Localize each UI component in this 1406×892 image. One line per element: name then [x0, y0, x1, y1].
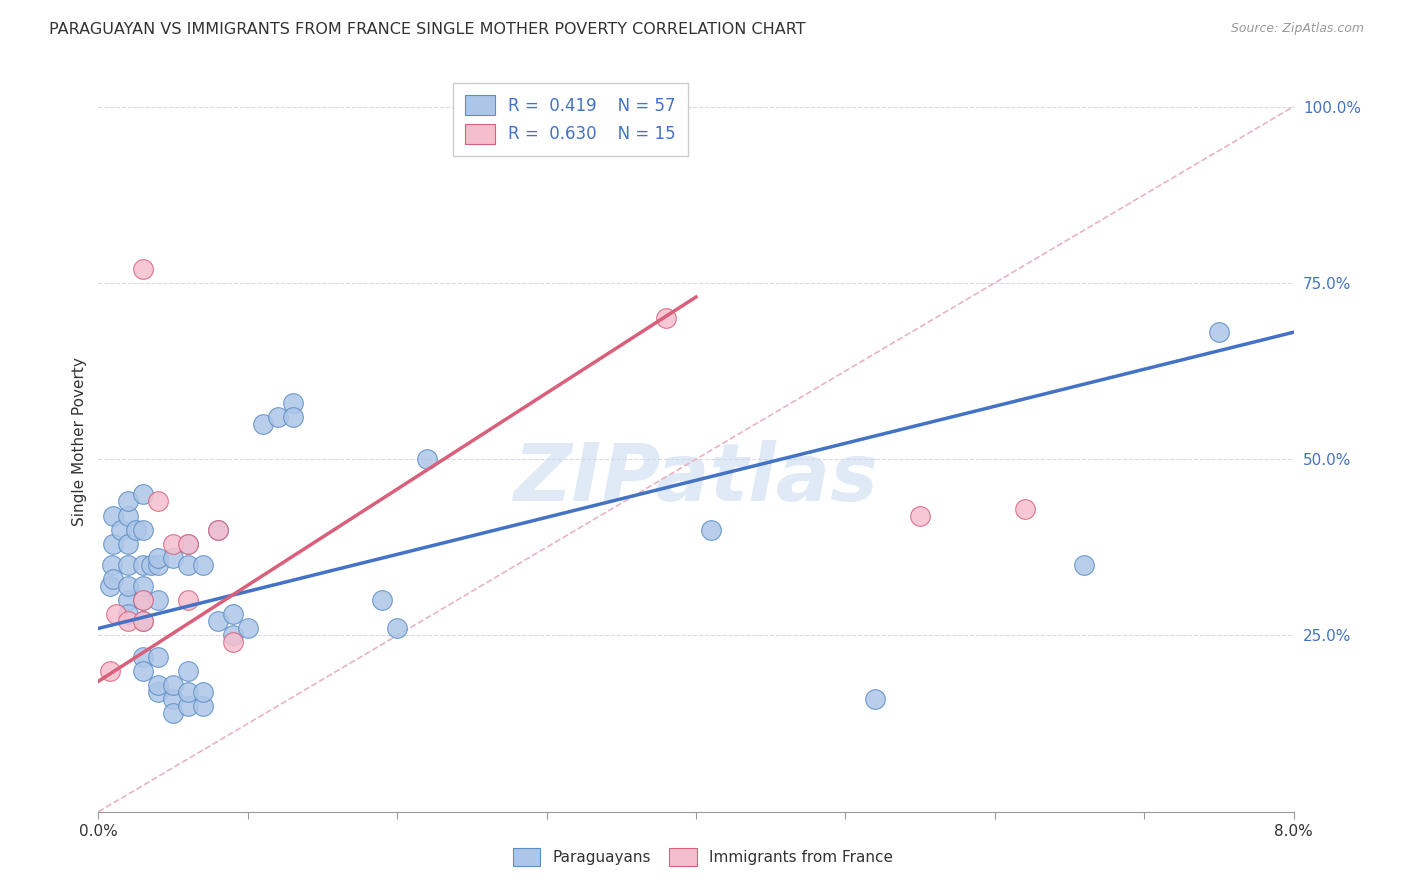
Point [191, 698, 214, 713]
Point [177, 593, 200, 607]
Point [252, 417, 274, 431]
Point [148, 494, 170, 508]
Point [117, 615, 139, 629]
Point [117, 579, 139, 593]
Point [1014, 501, 1036, 516]
Point [908, 508, 931, 523]
Point [191, 685, 214, 699]
Point [222, 607, 245, 622]
Point [1208, 325, 1230, 339]
Point [177, 698, 200, 713]
Point [148, 685, 170, 699]
Point [139, 558, 162, 572]
Point [132, 649, 155, 664]
Text: PARAGUAYAN VS IMMIGRANTS FROM FRANCE SINGLE MOTHER POVERTY CORRELATION CHART: PARAGUAYAN VS IMMIGRANTS FROM FRANCE SIN… [49, 22, 806, 37]
Point [207, 523, 229, 537]
Point [132, 664, 155, 678]
Point [132, 615, 155, 629]
Point [865, 692, 887, 706]
Point [385, 621, 409, 635]
Point [132, 261, 155, 276]
Point [125, 523, 148, 537]
Point [162, 550, 184, 565]
Point [132, 579, 155, 593]
Point [117, 494, 139, 508]
Point [177, 685, 200, 699]
Point [117, 558, 139, 572]
Point [655, 311, 678, 326]
Point [281, 396, 304, 410]
Point [162, 537, 184, 551]
Point [132, 558, 155, 572]
Legend: Paraguayans, Immigrants from France: Paraguayans, Immigrants from France [503, 838, 903, 875]
Point [148, 678, 170, 692]
Point [117, 607, 139, 622]
Legend: R =  0.419    N = 57, R =  0.630    N = 15: R = 0.419 N = 57, R = 0.630 N = 15 [453, 83, 688, 156]
Point [148, 593, 170, 607]
Point [101, 558, 124, 572]
Point [117, 593, 139, 607]
Point [105, 607, 128, 622]
Point [162, 678, 184, 692]
Text: ZIPatlas: ZIPatlas [513, 440, 879, 517]
Point [1073, 558, 1095, 572]
Point [162, 692, 184, 706]
Point [132, 593, 155, 607]
Point [98, 664, 122, 678]
Text: Source: ZipAtlas.com: Source: ZipAtlas.com [1230, 22, 1364, 36]
Point [132, 523, 155, 537]
Point [700, 523, 723, 537]
Point [236, 621, 259, 635]
Point [177, 664, 200, 678]
Point [103, 572, 125, 586]
Point [416, 452, 439, 467]
Point [103, 508, 125, 523]
Y-axis label: Single Mother Poverty: Single Mother Poverty [72, 357, 87, 526]
Point [222, 628, 245, 642]
Point [177, 537, 200, 551]
Point [222, 635, 245, 649]
Point [98, 579, 122, 593]
Point [132, 615, 155, 629]
Point [148, 649, 170, 664]
Point [371, 593, 394, 607]
Point [207, 523, 229, 537]
Point [281, 409, 304, 424]
Point [132, 487, 155, 501]
Point [162, 706, 184, 720]
Point [207, 615, 229, 629]
Point [110, 523, 132, 537]
Point [267, 409, 290, 424]
Point [117, 508, 139, 523]
Point [117, 537, 139, 551]
Point [148, 558, 170, 572]
Point [103, 537, 125, 551]
Point [132, 593, 155, 607]
Point [191, 558, 214, 572]
Point [177, 558, 200, 572]
Point [177, 537, 200, 551]
Point [148, 550, 170, 565]
